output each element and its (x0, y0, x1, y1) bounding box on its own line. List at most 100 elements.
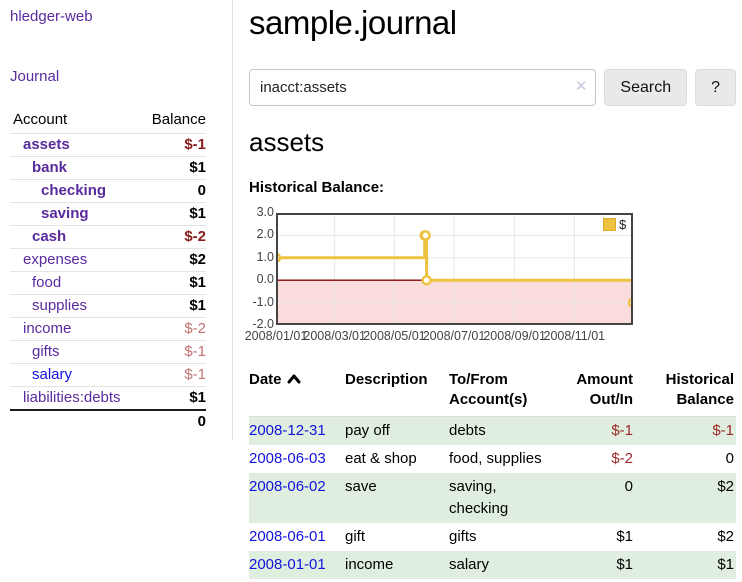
x-axis-tick-label: 2008/05/01 (363, 329, 426, 343)
search-button[interactable]: Search (604, 69, 688, 106)
account-balance: $1 (139, 386, 206, 410)
account-balance: $2 (139, 248, 206, 272)
account-link[interactable]: salary (32, 366, 73, 383)
register-column-header: Historical Balance (665, 371, 734, 408)
register-row: 2008-01-01 income salary $1 $1 (249, 551, 736, 579)
register-row: 2008-06-01 gift gifts $1 $2 (249, 523, 736, 551)
transaction-amount: $-2 (611, 450, 633, 467)
account-row: gifts $-1 (10, 340, 206, 364)
legend-swatch-icon (603, 218, 616, 231)
transaction-accounts: saving, checking (449, 478, 509, 517)
account-link[interactable]: cash (32, 228, 67, 245)
transaction-balance: 0 (725, 450, 734, 467)
x-axis-tick-label: 2008/09/01 (483, 329, 546, 343)
account-row: cash $-2 (10, 225, 206, 249)
transaction-balance: $-1 (712, 422, 734, 439)
transaction-date-link[interactable]: 2008-06-01 (249, 528, 326, 545)
register-table: Date Description To/From Account(s) Amount Ou… (249, 370, 736, 579)
account-balance: $1 (139, 202, 206, 226)
account-link[interactable]: income (23, 320, 72, 337)
account-link[interactable]: bank (32, 159, 68, 176)
transaction-description: income (345, 556, 394, 573)
account-row: salary $-1 (10, 363, 206, 387)
account-link[interactable]: checking (41, 182, 107, 199)
data-point-marker (421, 274, 432, 286)
transaction-amount: $-1 (611, 422, 633, 439)
account-link[interactable]: liabilities:debts (23, 389, 121, 406)
account-link[interactable]: supplies (32, 297, 88, 314)
data-point-marker (420, 230, 431, 241)
account-row: checking 0 (10, 179, 206, 203)
register-table-body: 2008-12-31 pay off debts $-1 $-1 2008-06-03 ea… (249, 416, 736, 579)
register-column-header[interactable]: Date (249, 370, 345, 417)
x-axis-tick-label: 2008/01/01 (244, 329, 308, 343)
x-axis-tick-label: 2008/11/01 (543, 329, 606, 343)
y-axis-tick-label: 0.0 (256, 272, 274, 287)
page-title: sample.journal (249, 4, 457, 41)
help-button[interactable]: ? (695, 69, 736, 106)
search-input[interactable] (249, 69, 597, 106)
transaction-amount: $1 (616, 556, 633, 573)
chart-x-labels: 2008/01/01 2008/03/01 2008/05/01 2008/07/01… (245, 329, 633, 347)
account-balance: 0 (139, 179, 206, 203)
register-row: 2008-06-03 eat & shop food, supplies $-2 0 (249, 445, 736, 473)
account-balance: $-1 (139, 363, 206, 387)
transaction-date-link[interactable]: 2008-06-03 (249, 450, 326, 467)
x-axis-tick-label: 2008/07/01 (422, 329, 486, 343)
accounts-table-header: Account Balance (10, 108, 206, 134)
account-link[interactable]: saving (41, 205, 89, 222)
main-content: sample.journal ✕ Search ? assets Histori… (245, 0, 736, 579)
account-row: expenses $2 (10, 248, 206, 272)
sidebar: hledger-web Journal Account Balance asse… (0, 0, 233, 440)
account-balance: $1 (139, 156, 206, 180)
y-axis-tick-label: -1.0 (252, 294, 274, 309)
accounts-total-spacer (10, 409, 140, 433)
sort-ascending-icon[interactable] (287, 374, 301, 384)
transaction-description: pay off (345, 422, 390, 439)
transaction-balance: $2 (717, 528, 734, 545)
account-row: assets $-1 (10, 133, 206, 157)
transaction-date-link[interactable]: 2008-12-31 (249, 422, 326, 439)
account-column-header: Account (13, 111, 68, 128)
register-column-header: To/From Account(s) (449, 371, 528, 408)
balance-chart-plot (276, 213, 633, 325)
account-link[interactable]: assets (23, 136, 70, 153)
register-column-header: Description (345, 371, 428, 388)
transaction-balance: $2 (717, 478, 734, 495)
accounts-total-value: 0 (139, 409, 206, 433)
transaction-accounts: food, supplies (449, 450, 542, 467)
chart-y-labels: 3.0 2.0 1.0 0.0 -1.0 -2.0 (249, 205, 274, 331)
account-link[interactable]: food (32, 274, 62, 291)
chart-legend: $ (601, 216, 629, 233)
transaction-date-link[interactable]: 2008-01-01 (249, 556, 326, 573)
legend-series-label: $ (619, 217, 627, 232)
transaction-description: eat & shop (345, 450, 417, 467)
x-axis-tick-label: 2008/03/01 (303, 329, 366, 343)
account-row: liabilities:debts $1 (10, 386, 206, 410)
register-row: 2008-12-31 pay off debts $-1 $-1 (249, 416, 736, 445)
account-row: food $1 (10, 271, 206, 295)
account-link[interactable]: gifts (32, 343, 60, 360)
accounts-table: Account Balance assets $-1 bank $1 checking 0… (10, 108, 206, 433)
register-header-row: Date Description To/From Account(s) Amount Ou… (249, 370, 736, 417)
y-axis-tick-label: -2.0 (252, 317, 274, 331)
register-column-header: Amount Out/In (576, 371, 633, 408)
transaction-date-link[interactable]: 2008-06-02 (249, 478, 326, 495)
clear-search-icon[interactable]: ✕ (574, 78, 588, 95)
account-balance: $-1 (139, 133, 206, 157)
y-axis-tick-label: 2.0 (256, 227, 274, 242)
app-brand-link[interactable]: hledger-web (10, 8, 93, 25)
transaction-amount: $1 (616, 528, 633, 545)
register-row: 2008-06-02 save saving, checking 0 $2 (249, 473, 736, 523)
accounts-total-row: 0 (10, 409, 206, 433)
account-row: bank $1 (10, 156, 206, 180)
transaction-accounts: salary (449, 556, 490, 573)
account-link[interactable]: expenses (23, 251, 88, 268)
account-balance: $-2 (139, 317, 206, 341)
account-balance: $1 (139, 271, 206, 295)
account-row: saving $1 (10, 202, 206, 226)
search-input-wrap: ✕ (249, 69, 597, 106)
sidebar-item-journal[interactable]: Journal (10, 68, 60, 85)
transaction-balance: $1 (717, 556, 734, 573)
account-row: income $-2 (10, 317, 206, 341)
